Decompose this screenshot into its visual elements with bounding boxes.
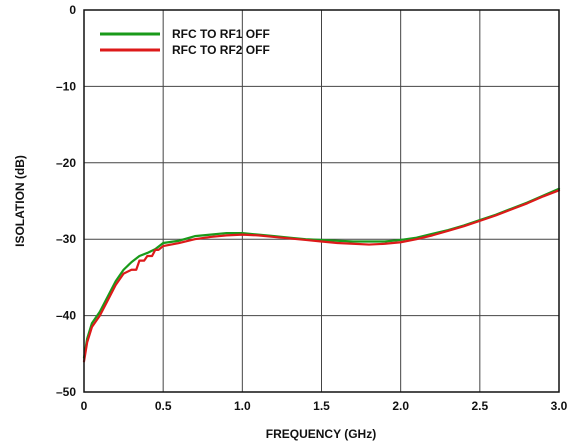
x-tick-label: 0: [81, 399, 88, 413]
x-tick-label: 1.5: [313, 399, 330, 413]
y-tick-label: –50: [56, 385, 76, 399]
x-tick-label: 2.0: [392, 399, 409, 413]
y-tick-label: –20: [56, 156, 76, 170]
x-tick-label: 3.0: [551, 399, 568, 413]
y-tick-label: –10: [56, 79, 76, 93]
x-tick-label: 0.5: [155, 399, 172, 413]
x-axis-label: FREQUENCY (GHz): [266, 427, 376, 441]
x-tick-label: 2.5: [471, 399, 488, 413]
plot-frame: [83, 9, 560, 393]
legend-label-rf1: RFC TO RF1 OFF: [172, 27, 270, 41]
legend-label-rf2: RFC TO RF2 OFF: [172, 43, 270, 57]
series-layer: [82, 187, 561, 363]
x-tick-labels: 0 0.5 1.0 1.5 2.0 2.5 3.0: [81, 399, 568, 413]
x-tick-label: 1.0: [234, 399, 251, 413]
y-axis-label: ISOLATION (dB): [13, 155, 27, 247]
y-tick-labels: 0 –10 –20 –30 –40 –50: [56, 3, 76, 399]
series-line-2: [82, 189, 561, 363]
legend: RFC TO RF1 OFF RFC TO RF2 OFF: [100, 27, 270, 57]
y-tick-label: 0: [69, 3, 76, 17]
y-tick-label: –40: [56, 309, 76, 323]
y-tick-label: –30: [56, 232, 76, 246]
